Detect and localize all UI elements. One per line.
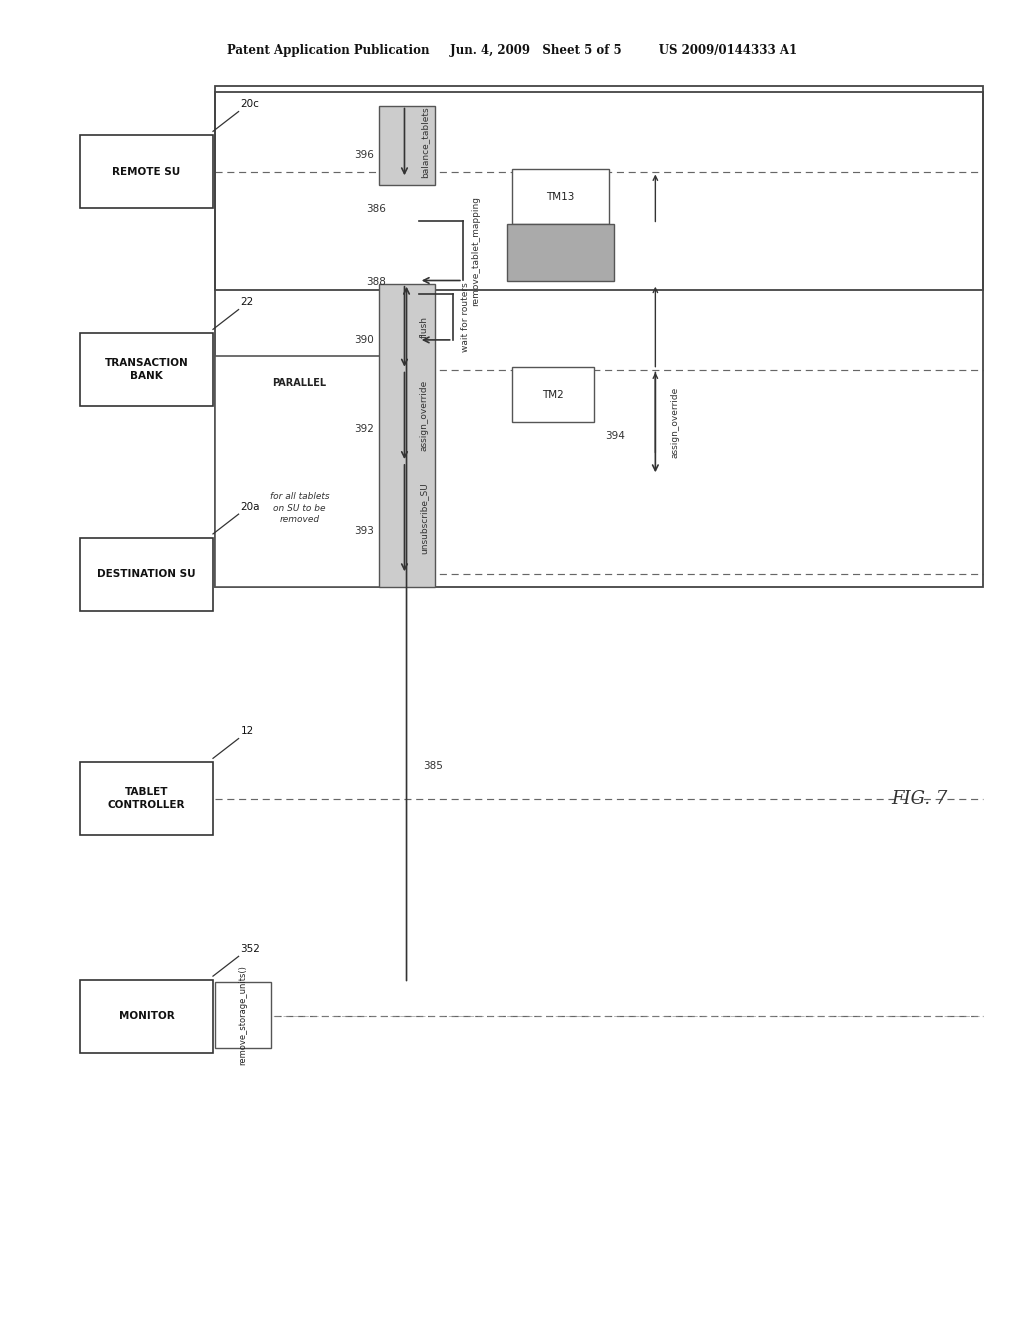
Text: 394: 394 [605, 430, 625, 441]
Bar [80, 763, 213, 836]
Text: unsubscribe_SU: unsubscribe_SU [420, 482, 429, 554]
Bar [80, 333, 213, 407]
Text: 352: 352 [241, 944, 260, 953]
Text: TM2: TM2 [542, 389, 564, 400]
Bar [379, 284, 435, 587]
Text: 12: 12 [241, 726, 254, 737]
Text: 388: 388 [367, 277, 386, 288]
Text: 20c: 20c [241, 99, 259, 110]
Bar [512, 367, 594, 422]
Text: 386: 386 [367, 205, 386, 214]
Text: 392: 392 [354, 424, 374, 434]
Bar [80, 979, 213, 1053]
Text: TRANSACTION
BANK: TRANSACTION BANK [104, 359, 188, 380]
Text: 385: 385 [423, 760, 442, 771]
Bar [215, 356, 384, 587]
Text: TM13: TM13 [547, 191, 574, 202]
Text: assign_override: assign_override [420, 380, 429, 451]
Text: Patent Application Publication     Jun. 4, 2009   Sheet 5 of 5         US 2009/0: Patent Application Publication Jun. 4, 2… [227, 44, 797, 57]
Bar [215, 982, 271, 1048]
Text: 22: 22 [241, 297, 254, 308]
Bar [379, 106, 435, 185]
Text: DESTINATION SU: DESTINATION SU [97, 569, 196, 579]
Text: FIG. 7: FIG. 7 [891, 789, 947, 808]
Text: assign_override: assign_override [671, 387, 680, 458]
Bar [215, 86, 983, 587]
Bar [80, 135, 213, 207]
Text: REMOTE SU: REMOTE SU [113, 166, 180, 177]
Text: 20a: 20a [241, 502, 260, 512]
Bar [215, 92, 983, 290]
Text: remove_storage_units(): remove_storage_units() [239, 965, 248, 1065]
Text: PARALLEL: PARALLEL [272, 378, 327, 388]
Bar [512, 169, 609, 224]
Text: TABLET
CONTROLLER: TABLET CONTROLLER [108, 788, 185, 809]
Text: 396: 396 [354, 150, 374, 160]
Text: remove_tablet_mapping: remove_tablet_mapping [471, 195, 480, 306]
Text: balance_tablets: balance_tablets [420, 106, 429, 178]
Text: for all tablets
on SU to be
removed: for all tablets on SU to be removed [269, 492, 330, 524]
Text: MONITOR: MONITOR [119, 1011, 174, 1022]
Text: flush: flush [420, 315, 429, 338]
Bar [80, 539, 213, 610]
Text: 393: 393 [354, 527, 374, 536]
Bar [507, 224, 614, 281]
Text: 390: 390 [354, 335, 374, 345]
Text: wait for routers: wait for routers [461, 282, 470, 351]
